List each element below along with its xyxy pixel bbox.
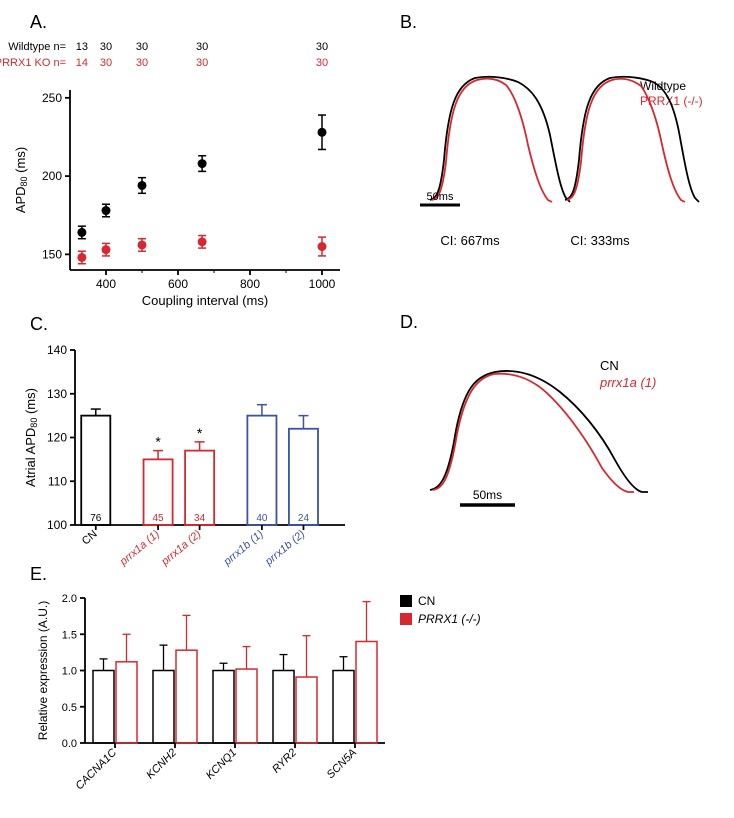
svg-text:130: 130 bbox=[47, 387, 67, 401]
svg-text:prrx1a (1): prrx1a (1) bbox=[599, 375, 656, 390]
svg-text:600: 600 bbox=[168, 277, 188, 291]
svg-text:40: 40 bbox=[256, 513, 268, 524]
svg-text:30: 30 bbox=[136, 41, 148, 53]
svg-text:30: 30 bbox=[196, 41, 208, 53]
svg-text:Atrial APD80 (ms): Atrial APD80 (ms) bbox=[23, 388, 39, 487]
svg-text:*: * bbox=[197, 425, 203, 441]
svg-text:14: 14 bbox=[76, 57, 88, 69]
svg-text:30: 30 bbox=[316, 57, 328, 69]
svg-text:34: 34 bbox=[194, 513, 206, 524]
svg-text:0.5: 0.5 bbox=[62, 702, 77, 714]
figure-root: A. Wildtype n= PRRX1 KO n= 13 14 30 30 30 30 30 30… bbox=[0, 0, 734, 818]
svg-text:76: 76 bbox=[90, 513, 102, 524]
svg-text:100: 100 bbox=[47, 518, 67, 532]
svg-text:120: 120 bbox=[47, 431, 67, 445]
svg-text:30: 30 bbox=[100, 57, 112, 69]
svg-text:B.: B. bbox=[400, 12, 417, 32]
svg-text:140: 140 bbox=[47, 343, 67, 357]
svg-text:30: 30 bbox=[316, 41, 328, 53]
svg-text:PRRX1 KO n=: PRRX1 KO n= bbox=[0, 57, 66, 69]
svg-text:45: 45 bbox=[153, 513, 165, 524]
svg-text:PRRX1 (-/-): PRRX1 (-/-) bbox=[418, 612, 481, 626]
svg-text:30: 30 bbox=[100, 41, 112, 53]
svg-text:A.: A. bbox=[30, 12, 47, 32]
svg-text:*: * bbox=[155, 434, 161, 450]
svg-text:Relative expression (A.U.): Relative expression (A.U.) bbox=[36, 601, 50, 740]
svg-text:250: 250 bbox=[42, 91, 62, 105]
figure-svg: A. Wildtype n= PRRX1 KO n= 13 14 30 30 30 30 30 30… bbox=[0, 0, 734, 818]
svg-text:E.: E. bbox=[30, 564, 47, 584]
svg-text:CN: CN bbox=[418, 594, 435, 608]
svg-text:1.5: 1.5 bbox=[62, 629, 77, 641]
svg-text:CN: CN bbox=[600, 358, 619, 373]
svg-text:50ms: 50ms bbox=[427, 191, 454, 203]
svg-text:30: 30 bbox=[136, 57, 148, 69]
svg-text:13: 13 bbox=[76, 41, 88, 53]
svg-text:24: 24 bbox=[298, 513, 310, 524]
svg-text:150: 150 bbox=[42, 247, 62, 261]
svg-text:Coupling interval (ms): Coupling interval (ms) bbox=[142, 293, 268, 308]
svg-text:CI: 667ms: CI: 667ms bbox=[440, 233, 500, 248]
svg-text:50ms: 50ms bbox=[473, 488, 502, 502]
svg-text:110: 110 bbox=[48, 474, 67, 488]
svg-text:30: 30 bbox=[196, 57, 208, 69]
svg-text:D.: D. bbox=[400, 312, 418, 332]
svg-text:C.: C. bbox=[30, 314, 48, 334]
svg-text:200: 200 bbox=[42, 169, 62, 183]
svg-text:400: 400 bbox=[96, 277, 116, 291]
svg-text:0.0: 0.0 bbox=[62, 738, 77, 750]
svg-text:1000: 1000 bbox=[309, 277, 336, 291]
svg-text:2.0: 2.0 bbox=[62, 593, 77, 605]
svg-text:800: 800 bbox=[240, 277, 260, 291]
svg-text:CI: 333ms: CI: 333ms bbox=[570, 233, 630, 248]
svg-text:1.0: 1.0 bbox=[62, 666, 77, 678]
svg-text:Wildtype n=: Wildtype n= bbox=[8, 41, 66, 53]
